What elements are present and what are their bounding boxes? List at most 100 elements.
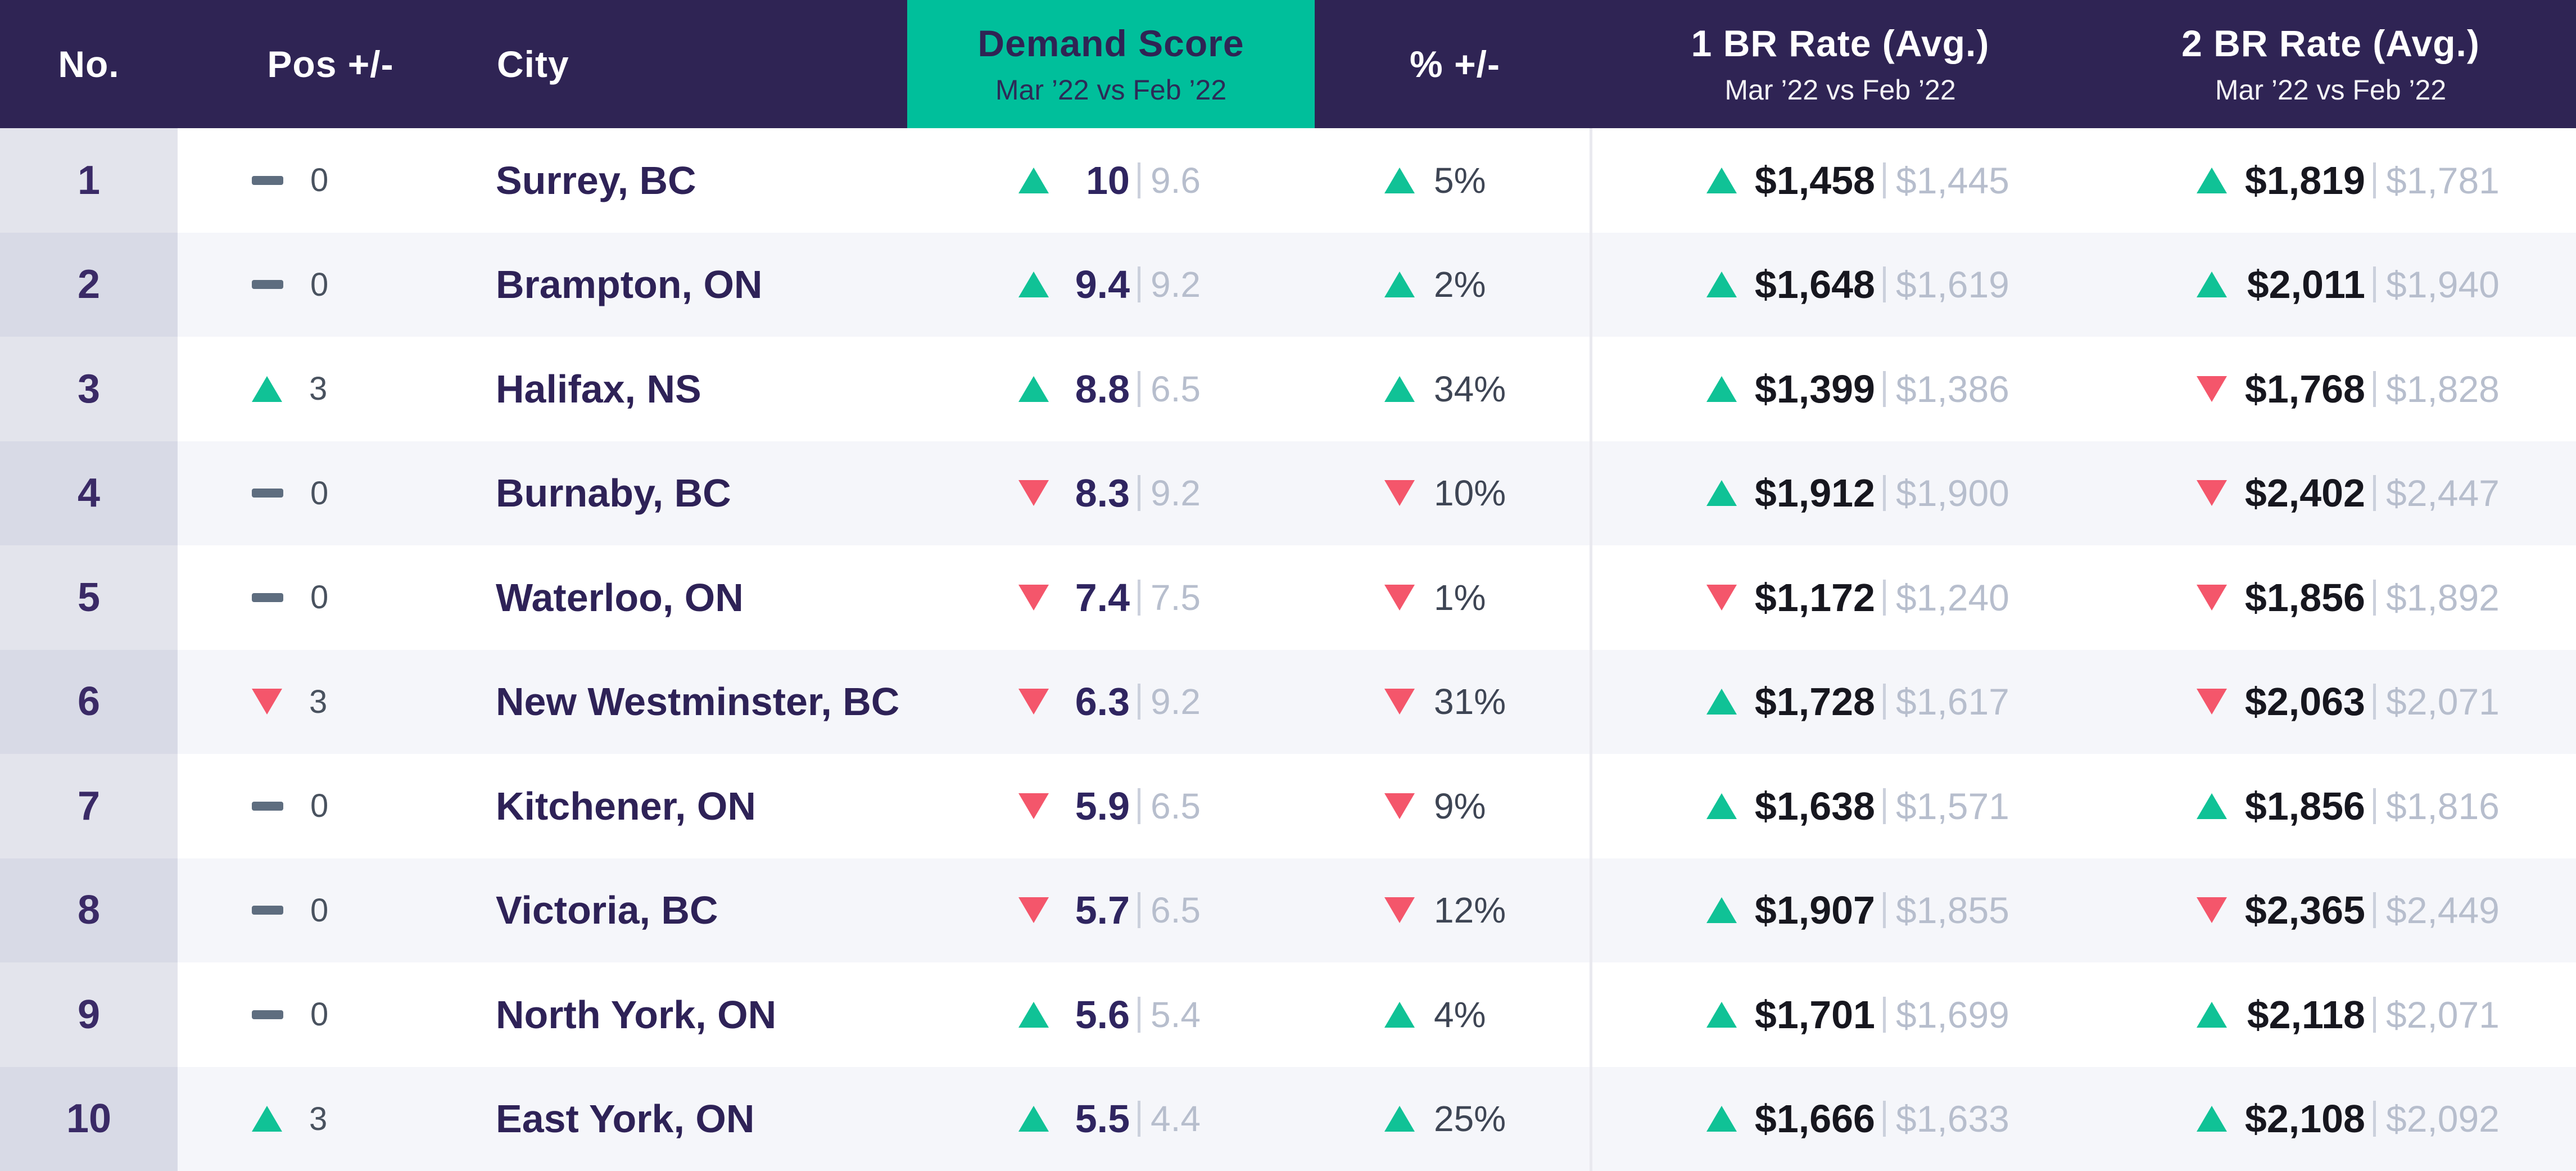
table-row: 2 0 Brampton, ON 9.4 9.2 2% $1,648 $1,619 $2,011… — [0, 232, 2576, 337]
up-triangle-icon — [1384, 1106, 1415, 1132]
down-triangle-icon — [1018, 689, 1049, 715]
percent-change-value: 1% — [1434, 577, 1486, 618]
two-br-rate-cell-current: $2,063 — [2244, 680, 2365, 724]
up-triangle-icon — [2197, 1001, 2227, 1028]
city-name: East York, ON — [496, 1097, 755, 1141]
up-triangle-icon — [1706, 897, 1737, 924]
two-br-rate-cell: $2,063 $2,071 — [2085, 650, 2576, 754]
one-br-rate-cell: $1,701 $1,699 — [1595, 962, 2085, 1067]
percent-change-cell: 2% — [1315, 233, 1595, 337]
down-triangle-icon — [1384, 480, 1415, 507]
two-br-rate-cell-current: $2,108 — [2244, 1097, 2365, 1141]
two-br-rate-cell: $1,819 $1,781 — [2085, 128, 2576, 233]
rank-cell: 8 — [0, 858, 178, 962]
one-br-rate-cell: $1,728 $1,617 — [1595, 650, 2085, 754]
value-separator — [1138, 684, 1140, 720]
city-cell: Brampton, ON — [483, 233, 907, 337]
column-divider-line — [1590, 128, 1592, 1171]
rank-cell: 7 — [0, 754, 178, 858]
column-label: No. — [58, 43, 120, 85]
percent-change-value: 12% — [1434, 890, 1506, 931]
position-change-cell: 0 — [178, 858, 483, 963]
column-label: Pos +/- — [267, 43, 394, 85]
value-separator — [2373, 579, 2376, 616]
city-cell: New Westminster, BC — [483, 650, 907, 754]
value-separator — [1883, 1101, 1886, 1137]
demand-score-cell: 7.4 7.5 — [907, 545, 1315, 650]
position-change-value: 0 — [310, 474, 329, 512]
table-header: No. Pos +/- City Demand Score Mar ’22 vs… — [0, 0, 2576, 128]
column-label: City — [497, 43, 569, 85]
two-br-rate-cell-current: $2,011 — [2247, 263, 2365, 307]
city-name: Waterloo, ON — [496, 575, 744, 620]
percent-change-value: 4% — [1434, 994, 1486, 1035]
demand-score-current: 10 — [1086, 158, 1130, 202]
two-br-rate-cell-previous: $2,071 — [2386, 993, 2500, 1036]
value-separator — [1883, 579, 1886, 616]
two-br-rate-cell: $2,011 $1,940 — [2085, 233, 2576, 337]
down-triangle-icon — [2197, 897, 2227, 924]
two-br-rate-cell-current: $1,819 — [2244, 158, 2365, 202]
position-change-cell: 0 — [178, 962, 483, 1067]
value-separator — [1883, 996, 1886, 1033]
one-br-rate-cell: $1,172 $1,240 — [1595, 545, 2085, 650]
value-separator — [2373, 162, 2376, 198]
position-change-value: 0 — [310, 788, 329, 825]
table-row: 1 0 Surrey, BC 10 9.6 5% $1,458 $1,445 $1,819 $1,… — [0, 128, 2576, 233]
up-triangle-icon — [1706, 480, 1737, 507]
down-triangle-icon — [1384, 897, 1415, 924]
percent-change-value: 25% — [1434, 1098, 1506, 1140]
position-change-cell: 0 — [178, 754, 483, 858]
down-triangle-icon — [1384, 793, 1415, 819]
percent-change-cell: 34% — [1315, 337, 1595, 441]
down-triangle-icon — [1018, 584, 1049, 611]
one-br-rate-cell-previous: $1,900 — [1896, 472, 2009, 514]
position-change-cell: 3 — [178, 1067, 483, 1171]
two-br-rate-cell-previous: $2,449 — [2386, 889, 2500, 932]
up-triangle-icon — [1706, 689, 1737, 715]
percent-change-cell: 1% — [1315, 545, 1595, 650]
position-change-value: 0 — [310, 892, 329, 929]
city-cell: East York, ON — [483, 1067, 907, 1171]
value-separator — [1883, 162, 1886, 198]
two-br-rate-cell-current: $1,856 — [2244, 575, 2365, 620]
demand-score-previous: 4.4 — [1151, 1098, 1201, 1140]
rank-value: 1 — [77, 157, 101, 203]
value-separator — [2373, 788, 2376, 824]
value-separator — [2373, 266, 2376, 303]
down-triangle-icon — [1018, 897, 1049, 924]
value-separator — [2373, 475, 2376, 512]
two-br-rate-cell: $2,402 $2,447 — [2085, 441, 2576, 546]
value-separator — [1138, 1101, 1140, 1137]
no-change-dash-icon — [252, 801, 283, 811]
two-br-rate-cell-previous: $1,781 — [2386, 159, 2500, 201]
up-triangle-icon — [1706, 272, 1737, 298]
position-change-cell: 0 — [178, 233, 483, 337]
rank-value: 4 — [77, 471, 101, 516]
rank-cell: 1 — [0, 128, 178, 233]
value-separator — [2373, 684, 2376, 720]
up-triangle-icon — [1018, 1106, 1049, 1132]
up-triangle-icon — [1706, 1001, 1737, 1028]
two-br-rate-cell-previous: $2,092 — [2386, 1098, 2500, 1140]
table-row: 5 0 Waterloo, ON 7.4 7.5 1% $1,172 $1,240 $1,856… — [0, 545, 2576, 650]
city-name: Burnaby, BC — [496, 471, 731, 516]
demand-score-previous: 9.6 — [1151, 160, 1201, 201]
column-label: 1 BR Rate (Avg.) — [1691, 22, 1990, 64]
up-triangle-icon — [1018, 272, 1049, 298]
one-br-rate-cell-current: $1,638 — [1754, 784, 1875, 828]
table-row: 10 3 East York, ON 5.5 4.4 25% $1,666 $1,633 $2,… — [0, 1066, 2576, 1171]
two-br-rate-cell-previous: $2,447 — [2386, 472, 2500, 514]
percent-change-cell: 25% — [1315, 1067, 1595, 1171]
rank-cell: 9 — [0, 962, 178, 1067]
city-name: Brampton, ON — [496, 263, 763, 307]
city-cell: North York, ON — [483, 962, 907, 1067]
two-br-rate-cell: $2,365 $2,449 — [2085, 858, 2576, 963]
demand-score-previous: 6.5 — [1151, 368, 1201, 409]
up-triangle-icon — [1018, 376, 1049, 402]
up-triangle-icon — [2197, 272, 2227, 298]
position-change-cell: 3 — [178, 337, 483, 441]
up-triangle-icon — [1706, 1106, 1737, 1132]
one-br-rate-cell-previous: $1,571 — [1896, 785, 2009, 827]
